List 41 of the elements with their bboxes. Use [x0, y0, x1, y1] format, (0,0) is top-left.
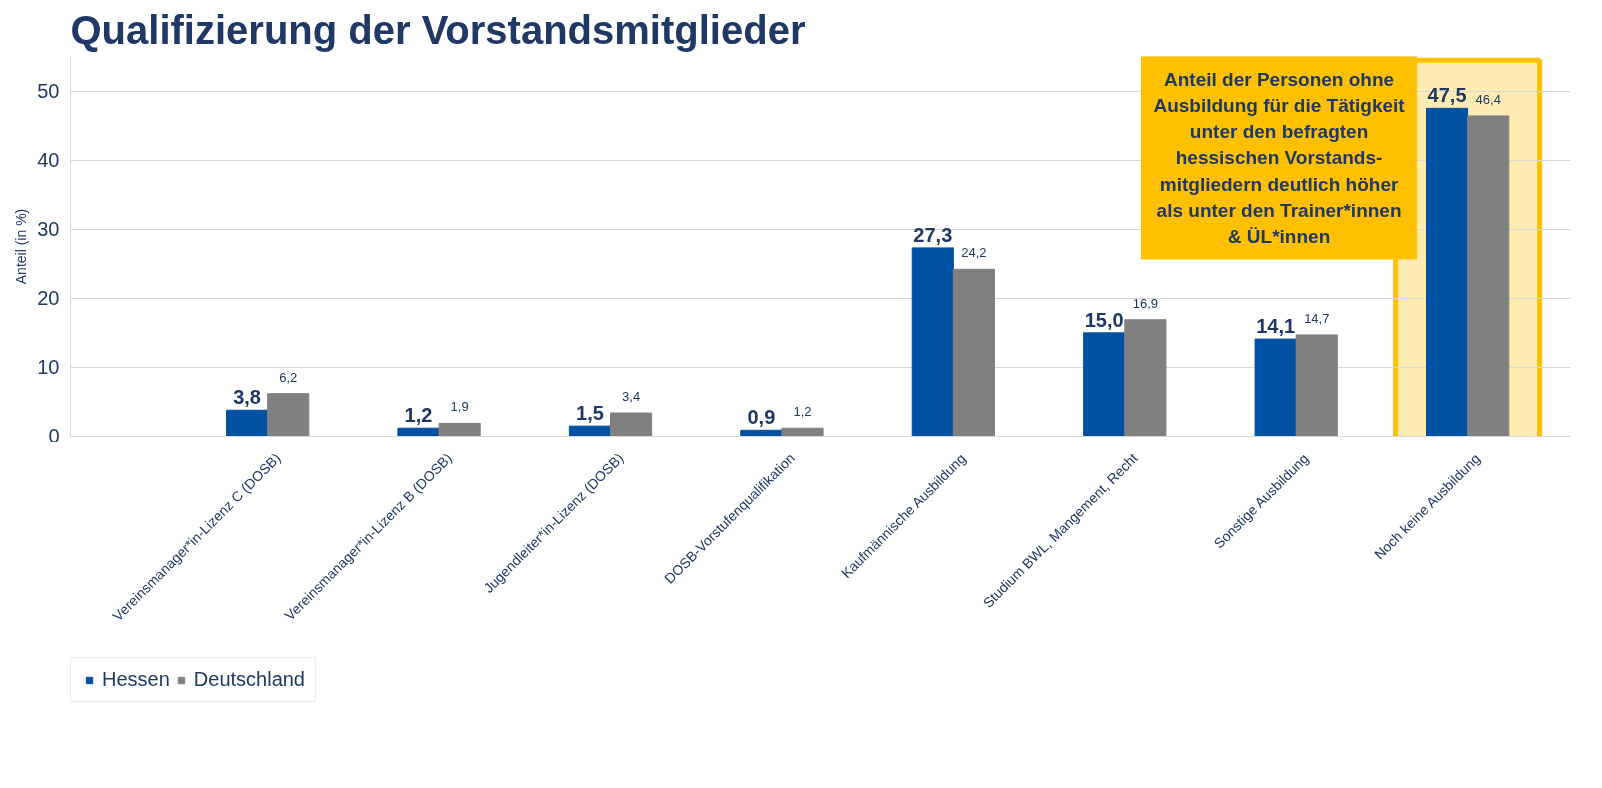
data-label: 14,1 — [1256, 315, 1296, 338]
annotation: Anteil der Personen ohne Ausbildung für die Tätigkeit unter den befragten hessischen Vorstands- mitgliedern deutlich höher als unter den Trainer*innen & ÜL*innen — [1153, 68, 1406, 247]
y-tick-label: 50 — [37, 80, 60, 103]
bar — [1426, 107, 1469, 437]
bar — [952, 268, 995, 437]
data-label: 6,2 — [279, 369, 298, 385]
bar — [1295, 334, 1338, 437]
data-label: 46,4 — [1475, 91, 1501, 107]
data-label: 1,2 — [793, 404, 812, 420]
data-label: 15,0 — [1084, 308, 1124, 331]
data-label: 47,5 — [1427, 84, 1467, 107]
y-tick-label: 0 — [48, 424, 60, 447]
data-label: 1,2 — [404, 404, 433, 427]
data-label: 14,7 — [1304, 310, 1330, 326]
bar — [1467, 115, 1510, 437]
bar — [438, 422, 481, 437]
bar — [226, 409, 269, 437]
bar — [1254, 338, 1297, 437]
data-label: 27,3 — [913, 223, 953, 246]
data-label: 16,9 — [1132, 295, 1159, 311]
data-label: 3,4 — [622, 389, 641, 405]
bar — [267, 393, 310, 437]
y-tick-label: 30 — [37, 218, 60, 241]
y-tick-label: 10 — [37, 356, 60, 379]
data-label: 3,8 — [233, 386, 261, 409]
bar — [1124, 319, 1167, 437]
bar — [610, 412, 653, 437]
chart-title: Qualifizierung der Vorstandsmitglieder — [70, 7, 806, 52]
bar — [568, 425, 611, 437]
data-label: 24,2 — [961, 245, 987, 261]
y-axis-title: Anteil (in %) — [13, 208, 30, 285]
y-tick-label: 40 — [37, 149, 60, 172]
data-label: 0,9 — [747, 406, 776, 429]
data-label: 1,9 — [450, 399, 469, 415]
bar — [911, 247, 954, 437]
legend-label: Deutschland — [193, 668, 305, 691]
data-label: 1,5 — [576, 402, 604, 425]
y-tick-label: 20 — [37, 287, 60, 310]
legend-label: Hessen — [102, 668, 170, 691]
bar — [1083, 332, 1126, 437]
bar — [781, 427, 824, 437]
